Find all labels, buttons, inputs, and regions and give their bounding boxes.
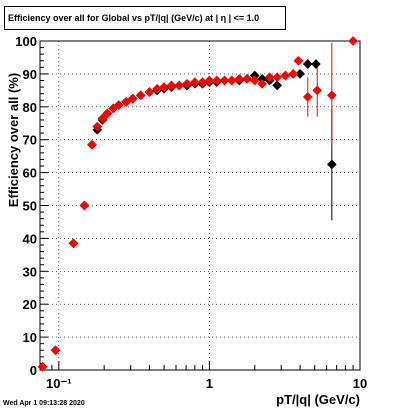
chart-title: Efficiency over all for Global vs pT/|q|… bbox=[4, 6, 286, 30]
data-point-red bbox=[121, 96, 132, 107]
error-bars bbox=[307, 42, 333, 221]
data-point-black bbox=[311, 59, 321, 69]
y-tick-label: 70 bbox=[23, 133, 37, 148]
y-tick-label: 100 bbox=[15, 34, 37, 49]
data-point-black bbox=[302, 59, 313, 69]
data-point-red bbox=[144, 87, 155, 97]
data-point-red bbox=[234, 73, 245, 84]
y-tick-label: 50 bbox=[23, 199, 37, 214]
data-point-red bbox=[37, 361, 48, 372]
y-tick-label: 90 bbox=[23, 67, 37, 82]
data-point-red bbox=[219, 75, 230, 86]
y-tick-label: 40 bbox=[23, 231, 37, 246]
data-point-red bbox=[68, 238, 79, 249]
data-point-red bbox=[226, 75, 237, 86]
y-tick-label: 30 bbox=[23, 264, 37, 279]
data-point-black bbox=[295, 68, 306, 79]
data-point-red bbox=[249, 75, 260, 86]
data-point-red bbox=[348, 36, 359, 46]
data-point-red bbox=[166, 80, 177, 91]
chart-title-text: Efficiency over all for Global vs pT/|q|… bbox=[8, 13, 260, 23]
x-axis-label: pT/|q| (GeV/c) bbox=[276, 392, 360, 407]
data-point-red bbox=[97, 113, 108, 124]
data-point-red bbox=[280, 70, 291, 81]
data-point-red bbox=[174, 80, 185, 91]
data-point-red bbox=[211, 75, 222, 86]
y-tick-label: 80 bbox=[23, 100, 37, 115]
data-point-red bbox=[79, 200, 90, 211]
data-point-red bbox=[113, 100, 124, 111]
data-point-red bbox=[288, 68, 299, 79]
data-markers bbox=[37, 36, 359, 372]
data-point-red bbox=[257, 78, 268, 89]
data-point-red bbox=[272, 72, 283, 83]
data-point-red bbox=[204, 75, 215, 86]
data-point-red bbox=[127, 93, 138, 104]
y-tick-label: 20 bbox=[23, 297, 37, 312]
x-tick-label: 10⁻¹ bbox=[46, 376, 72, 391]
data-point-red bbox=[264, 72, 275, 83]
y-axis-label: Efficiency over all (%) bbox=[6, 73, 21, 207]
data-point-red bbox=[135, 90, 146, 101]
data-point-red bbox=[293, 55, 304, 66]
data-point-red bbox=[189, 77, 200, 88]
x-tick-label: 10 bbox=[353, 376, 367, 391]
y-tick-label: 60 bbox=[23, 166, 37, 181]
y-tick-label: 0 bbox=[30, 363, 37, 378]
data-point-red bbox=[87, 139, 97, 150]
data-point-red bbox=[326, 90, 337, 101]
data-point-red bbox=[242, 73, 253, 84]
data-point-red bbox=[50, 345, 61, 356]
axis-ticks: 0 10 20 30 40 50 60 70 80 90 100 10⁻¹ 1 10 bbox=[15, 34, 367, 391]
data-point-red bbox=[102, 108, 113, 119]
data-point-black bbox=[272, 80, 283, 91]
y-tick-label: 10 bbox=[23, 330, 37, 345]
grid bbox=[40, 41, 360, 370]
timestamp: Wed Apr 1 09:13:28 2020 bbox=[3, 400, 85, 407]
x-tick-label: 1 bbox=[206, 376, 213, 391]
data-point-red bbox=[92, 121, 103, 132]
data-point-black bbox=[326, 159, 337, 170]
data-point-red bbox=[302, 91, 313, 102]
data-point-red bbox=[312, 85, 323, 96]
